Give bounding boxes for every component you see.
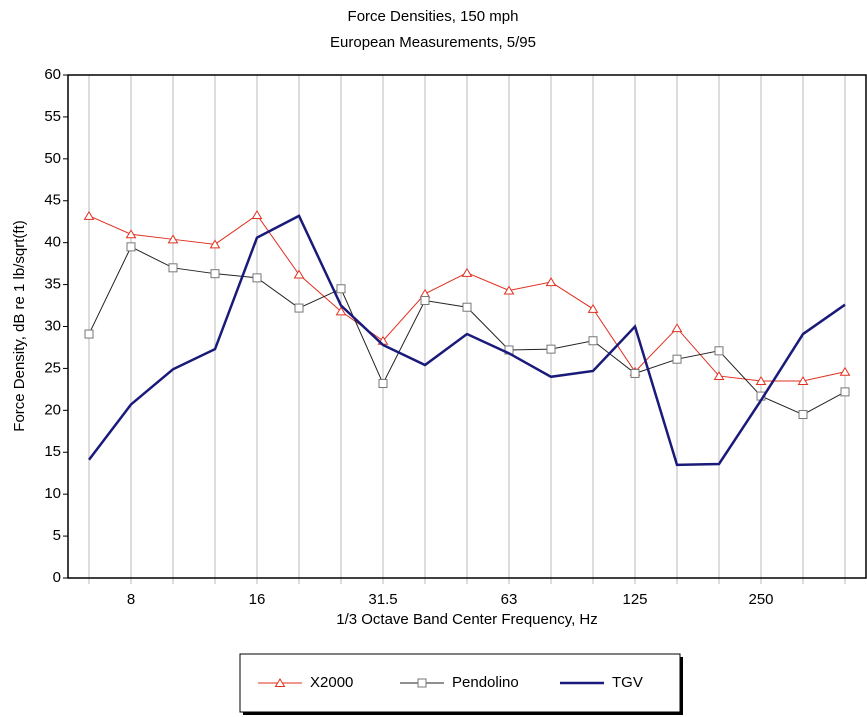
point-marker (335, 306, 347, 316)
y-tick-label: 15 (44, 443, 61, 460)
point-marker (714, 346, 724, 356)
y-tick-label: 45 (44, 192, 61, 209)
point-marker (251, 210, 263, 220)
point-marker (672, 354, 682, 364)
series-line (88, 214, 846, 467)
point-marker (798, 410, 808, 420)
point-marker (503, 285, 515, 295)
y-tick-label: 60 (44, 66, 61, 83)
point-marker (126, 242, 136, 252)
y-tick-label: 35 (44, 276, 61, 293)
y-tick-label: 0 (53, 569, 61, 586)
y-tick-label: 25 (44, 359, 61, 376)
point-marker (167, 234, 179, 244)
y-tick-label: 5 (53, 527, 61, 544)
y-tick-label: 10 (44, 485, 61, 502)
point-marker (210, 269, 220, 279)
legend-label: Pendolino (452, 674, 519, 691)
point-marker (840, 387, 850, 397)
point-marker (420, 296, 430, 306)
x-tick-label: 250 (748, 591, 773, 608)
point-marker (588, 336, 598, 346)
point-marker (378, 379, 388, 389)
point-marker (252, 273, 262, 283)
point-marker (839, 366, 851, 376)
y-tick-label: 50 (44, 150, 61, 167)
plot-frame (67, 74, 867, 579)
point-marker (209, 239, 221, 249)
y-tick-label: 20 (44, 401, 61, 418)
legend-label: X2000 (310, 674, 353, 691)
legend-box (239, 653, 681, 713)
point-marker (336, 284, 346, 294)
point-marker (713, 370, 725, 380)
x-tick-label: 125 (622, 591, 647, 608)
point-marker (546, 344, 556, 354)
y-tick-label: 40 (44, 234, 61, 251)
point-marker (83, 210, 95, 220)
x-tick-label: 63 (501, 591, 518, 608)
legend-label: TGV (612, 674, 643, 691)
legend-marker (417, 678, 427, 688)
point-marker (84, 329, 94, 339)
x-axis-label: 1/3 Octave Band Center Frequency, Hz (336, 611, 598, 628)
point-marker (587, 303, 599, 313)
point-marker (293, 269, 305, 279)
point-marker (671, 323, 683, 333)
point-marker (797, 376, 809, 385)
point-marker (545, 277, 557, 287)
y-tick-label: 30 (44, 317, 61, 334)
legend-marker (274, 678, 286, 687)
chart-subtitle: European Measurements, 5/95 (330, 34, 536, 51)
x-tick-label: 8 (127, 591, 135, 608)
x-tick-label: 16 (249, 591, 266, 608)
point-marker (294, 303, 304, 313)
point-marker (461, 267, 473, 277)
point-marker (168, 263, 178, 273)
point-marker (630, 368, 640, 378)
point-marker (125, 229, 137, 239)
point-marker (755, 376, 767, 385)
point-marker (462, 302, 472, 312)
y-tick-label: 55 (44, 108, 61, 125)
x-tick-label: 31.5 (368, 591, 397, 608)
chart-title: Force Densities, 150 mph (348, 8, 519, 25)
y-axis-label: Force Density, dB re 1 lb/sqrt(ft) (11, 220, 28, 431)
